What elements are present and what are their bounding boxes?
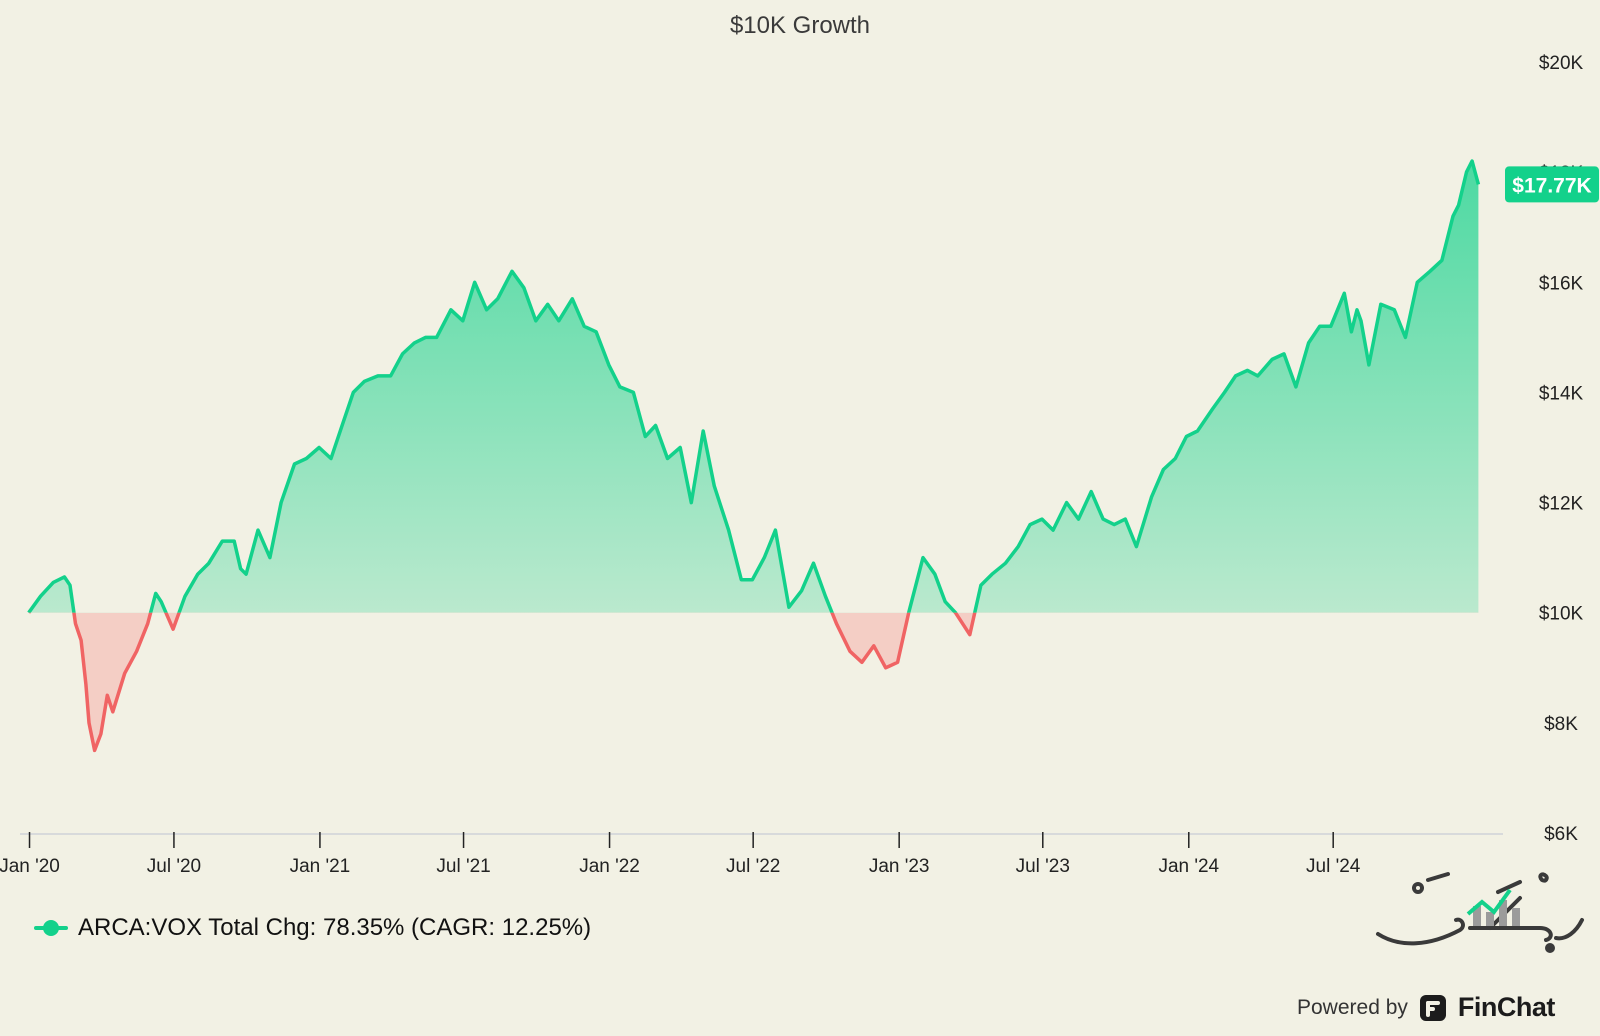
y-tick-label: $12K bbox=[1539, 494, 1584, 515]
legend-series-icon bbox=[34, 918, 68, 938]
brand-logo bbox=[1376, 872, 1584, 953]
x-tick-label: Jul '24 bbox=[1306, 856, 1361, 877]
x-tick-label: Jan '24 bbox=[1158, 856, 1219, 877]
legend[interactable]: ARCA:VOX Total Chg: 78.35% (CAGR: 12.25%… bbox=[34, 914, 591, 942]
chart-title: $10K Growth bbox=[730, 12, 870, 39]
series-line-gain bbox=[27, 159, 1481, 613]
x-tick-label: Jan '23 bbox=[869, 856, 930, 877]
y-tick-label: $10K bbox=[1539, 604, 1584, 625]
x-tick-label: Jul '22 bbox=[726, 856, 780, 877]
x-tick-label: Jul '23 bbox=[1016, 856, 1070, 877]
y-tick-label: $6K bbox=[1544, 824, 1578, 845]
x-tick-label: Jan '22 bbox=[579, 856, 640, 877]
x-tick-label: Jul '21 bbox=[436, 856, 490, 877]
area-layer bbox=[28, 161, 1479, 751]
finchat-logo-icon bbox=[1419, 994, 1446, 1021]
legend-label: ARCA:VOX Total Chg: 78.35% (CAGR: 12.25%… bbox=[78, 914, 592, 941]
y-tick-label: $8K bbox=[1544, 714, 1578, 735]
powered-by[interactable]: Powered by FinChat bbox=[1297, 992, 1555, 1023]
y-tick-label: $14K bbox=[1539, 383, 1584, 404]
loss-area bbox=[73, 612, 975, 751]
powered-by-label: Powered by bbox=[1297, 995, 1408, 1019]
x-tick-label: Jan '20 bbox=[0, 856, 60, 877]
last-value-label: $17.77K bbox=[1512, 174, 1591, 197]
x-tick-label: Jul '20 bbox=[147, 856, 201, 877]
label-layer: $17.77K bbox=[1505, 166, 1599, 203]
line-layer bbox=[27, 159, 1481, 753]
finchat-brand-name: FinChat bbox=[1457, 992, 1556, 1022]
gain-area bbox=[28, 161, 1479, 613]
y-tick-label: $20K bbox=[1539, 53, 1584, 74]
y-tick-label: $16K bbox=[1539, 273, 1584, 294]
last-value-badge: $17.77K bbox=[1505, 166, 1599, 203]
x-tick-label: Jan '21 bbox=[290, 856, 351, 877]
